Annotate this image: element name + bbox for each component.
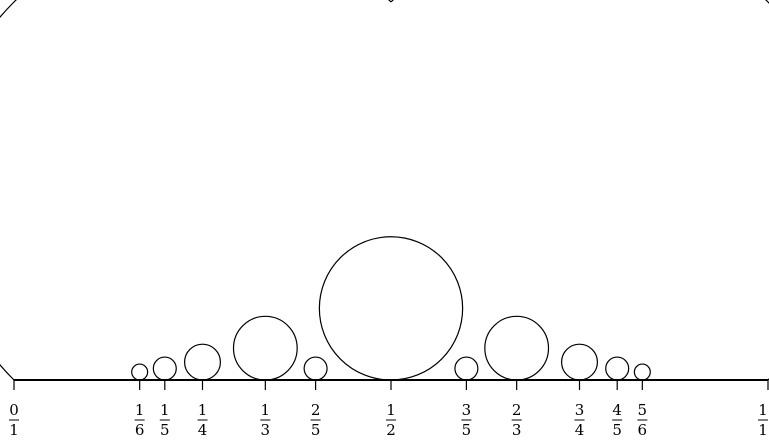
fraction-denominator: 4 [575,421,585,439]
ford-circle-1-5 [152,356,177,381]
fraction-denominator: 2 [386,421,396,439]
fraction-label-4-5: 45 [612,401,623,439]
fraction-numerator: 0 [9,401,19,419]
fraction-label-3-4: 34 [574,401,585,439]
ford-circle-3-4 [560,343,599,381]
fraction-numerator: 5 [638,401,648,419]
fraction-numerator: 1 [198,401,208,419]
fraction-label-2-3: 23 [511,401,522,439]
ford-circle-1-4 [183,343,222,381]
ford-circle-5-6 [633,363,651,381]
fraction-numerator: 3 [575,401,585,419]
fraction-denominator: 6 [638,421,648,439]
fraction-label-1-3: 13 [260,401,271,439]
fraction-denominator: 3 [261,421,271,439]
ford-circle-1-6 [131,363,149,381]
fraction-denominator: 5 [612,421,622,439]
fraction-numerator: 1 [386,401,396,419]
fraction-label-1-6: 16 [134,401,145,439]
fraction-denominator: 5 [160,421,170,439]
fraction-numerator: 1 [758,401,768,419]
fraction-label-1-4: 14 [197,401,208,439]
fraction-denominator: 3 [512,421,522,439]
fraction-denominator: 1 [9,421,19,439]
ford-circle-4-5 [605,356,630,381]
fraction-numerator: 3 [462,401,472,419]
fraction-label-1-2: 12 [386,401,396,439]
ford-circle-3-5 [454,356,479,381]
fraction-numerator: 1 [261,401,271,419]
ford-circle-1-2 [318,236,464,381]
right-boundary-arc [390,0,769,381]
fraction-label-3-5: 35 [461,401,472,439]
axis-ticks [13,380,769,390]
fraction-label-5-6: 56 [637,401,648,439]
fraction-denominator: 5 [462,421,472,439]
fraction-numerator: 1 [135,401,145,419]
fraction-denominator: 6 [135,421,145,439]
fraction-numerator: 4 [612,401,622,419]
fraction-denominator: 1 [758,421,768,439]
fraction-numerator: 1 [160,401,170,419]
fraction-numerator: 2 [311,401,321,419]
left-boundary-arc [0,0,392,381]
fraction-label-0-1: 01 [9,401,19,439]
fraction-label-2-5: 25 [310,401,321,439]
fraction-denominator: 4 [198,421,208,439]
ford-circles [131,236,651,381]
fraction-label-1-5: 15 [159,401,170,439]
fraction-denominator: 5 [311,421,321,439]
ford-circle-1-3 [232,315,298,381]
ford-circle-2-3 [484,315,550,381]
fraction-label-1-1: 11 [758,401,768,439]
fraction-numerator: 2 [512,401,522,419]
ford-circle-2-5 [303,356,328,381]
